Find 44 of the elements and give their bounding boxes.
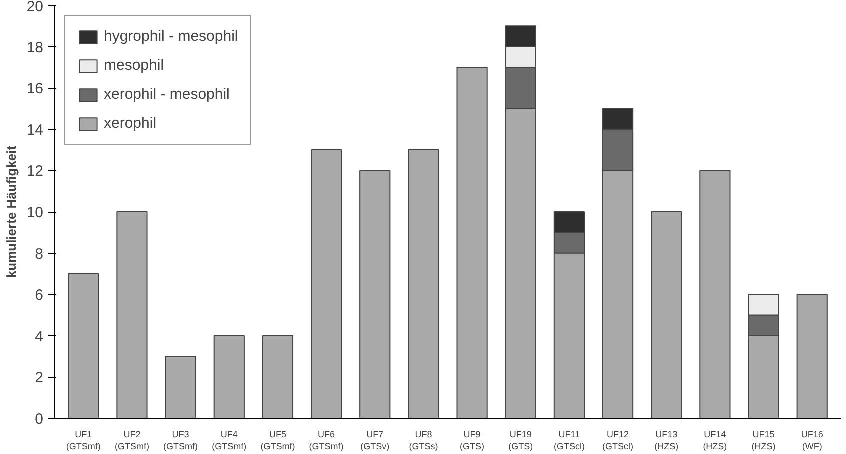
y-tick-label: 4 xyxy=(35,328,44,346)
bar xyxy=(796,294,828,418)
legend-label: xerophil - mesophil xyxy=(104,86,230,103)
x-tick-label: UF6 (GTSmf) xyxy=(309,430,344,452)
x-tick-label: UF15 (HZS) xyxy=(752,430,776,452)
y-tick-label: 2 xyxy=(35,370,44,387)
y-tick-label: 10 xyxy=(26,204,44,222)
y-tick-label: 12 xyxy=(26,163,44,180)
y-tick-label: 8 xyxy=(35,246,44,263)
bar xyxy=(408,150,440,418)
bar xyxy=(700,170,731,418)
x-tick-label: UF13 (HZS) xyxy=(654,430,679,452)
x-tick-label: UF2 (GTSmf) xyxy=(114,430,150,452)
bar xyxy=(116,212,148,418)
bar xyxy=(165,356,196,418)
legend-label: mesophil xyxy=(104,57,164,74)
x-tick-label: UF1 (GTSmf) xyxy=(66,430,101,452)
y-tick-label: 18 xyxy=(26,39,44,56)
bar xyxy=(262,335,294,418)
y-tick-label: 20 xyxy=(26,0,44,16)
x-tick-label: UF3 (GTSmf) xyxy=(164,430,198,452)
legend-label: hygrophil - mesophil xyxy=(104,28,238,45)
x-tick-label: UF14 (HZS) xyxy=(703,430,728,452)
x-tick-label: UF8 (GTSs) xyxy=(409,430,438,452)
bar xyxy=(651,212,682,418)
legend-label: xerophil xyxy=(104,115,157,132)
x-tick-label: UF19 (GTS) xyxy=(508,430,534,452)
bar xyxy=(456,66,488,418)
x-tick-label: UF9 (GTS) xyxy=(460,430,485,452)
y-tick-label: 6 xyxy=(35,287,44,304)
x-tick-label: UF11 (GTScl) xyxy=(554,430,585,452)
x-tick-label: UF4 (GTSmf) xyxy=(212,430,247,452)
x-tick-label: UF7 (GTSv) xyxy=(360,430,390,452)
y-axis-title: kumulierte Häufigkeit xyxy=(4,145,19,278)
x-tick-label: UF5 (GTSmf) xyxy=(260,430,296,452)
bar xyxy=(68,273,100,418)
y-tick-label: 0 xyxy=(35,411,44,428)
bar xyxy=(214,335,245,418)
x-tick-label: UF16 (WF) xyxy=(801,430,824,452)
y-tick-label: 16 xyxy=(26,80,44,98)
x-tick-label: UF12 (GTScl) xyxy=(602,430,634,452)
y-tick-label: 14 xyxy=(26,122,44,139)
bar xyxy=(310,150,342,418)
bar xyxy=(360,170,391,418)
